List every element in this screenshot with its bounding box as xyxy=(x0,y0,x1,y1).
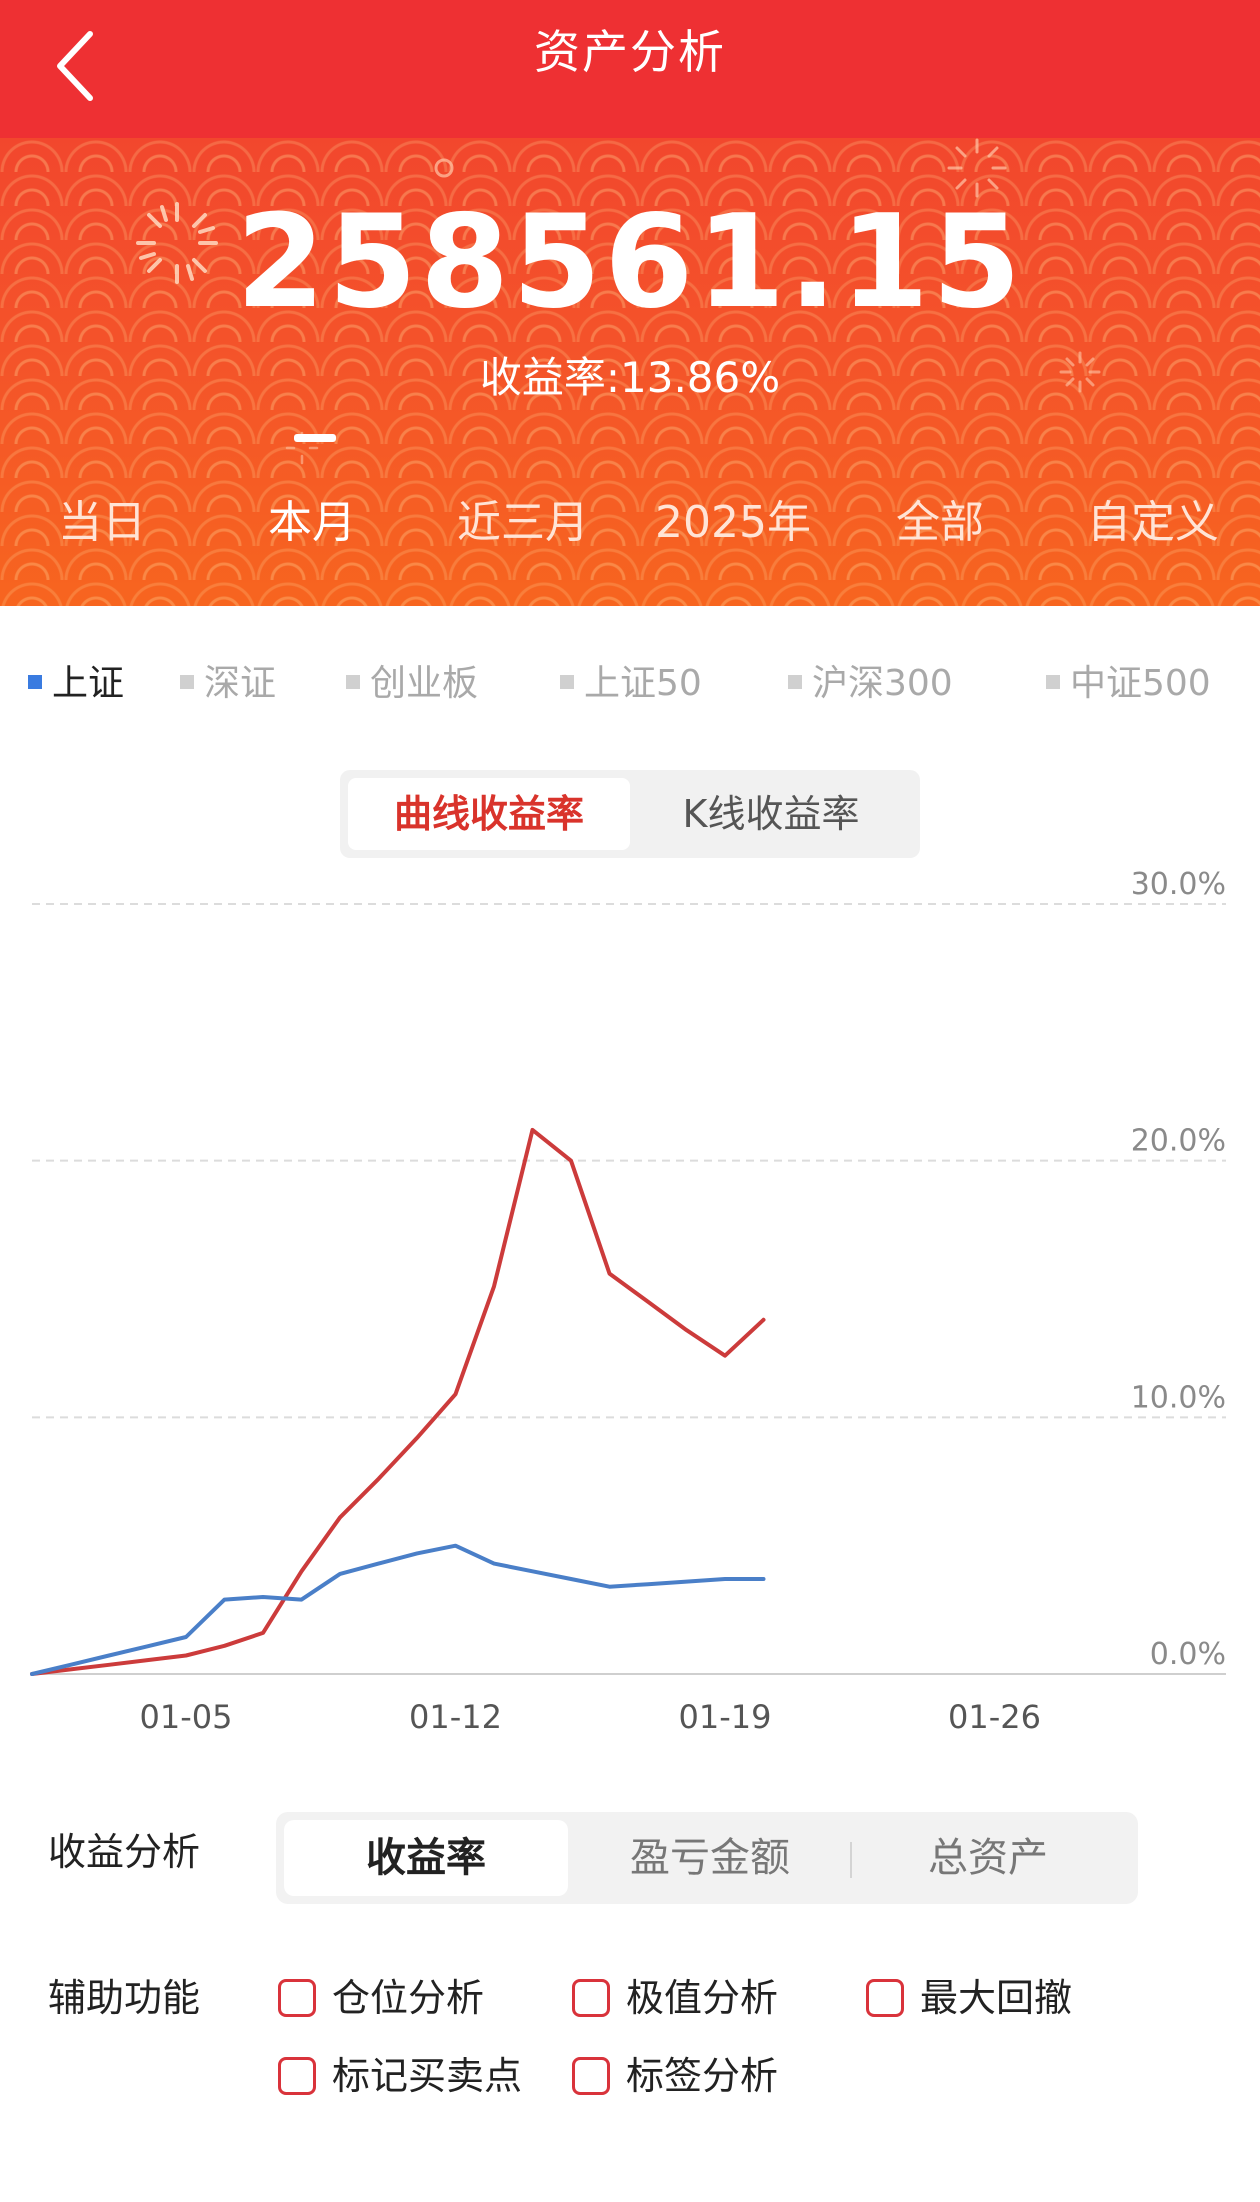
index-return-line xyxy=(30,1543,766,1676)
portfolio-return-line xyxy=(30,1127,766,1676)
checkbox-icon xyxy=(572,1978,610,2017)
x-tick-label: 01-12 xyxy=(409,1698,502,1736)
mark-trades-checkbox[interactable]: 标记买卖点 xyxy=(278,2044,522,2108)
checkbox-icon xyxy=(278,1978,316,2017)
tab-year-2025[interactable]: 2025年 xyxy=(655,497,811,548)
legend-square-icon xyxy=(346,675,360,689)
profit-loss-button[interactable]: 盈亏金额 xyxy=(630,1835,790,1881)
index-csi300[interactable]: 沪深300 xyxy=(788,652,953,716)
return-rate-button[interactable]: 收益率 xyxy=(284,1820,568,1896)
index-csi500[interactable]: 中证500 xyxy=(1046,652,1211,716)
extreme-analysis-checkbox[interactable]: 极值分析 xyxy=(572,1966,778,2030)
tab-this-month[interactable]: 本月 xyxy=(268,497,356,548)
total-assets-button[interactable]: 总资产 xyxy=(928,1835,1048,1881)
x-tick-label: 01-26 xyxy=(948,1698,1041,1736)
legend-square-icon xyxy=(1046,675,1060,689)
tab-today[interactable]: 当日 xyxy=(58,497,146,548)
index-selector: 上证 深证 创业板 上证50 沪深300 中证500 xyxy=(0,652,1260,716)
circle-decoration-icon xyxy=(434,158,454,178)
x-tick-label: 01-19 xyxy=(679,1698,772,1736)
back-button[interactable] xyxy=(48,26,108,106)
legend-square-icon xyxy=(180,675,194,689)
kline-return-button[interactable]: K线收益率 xyxy=(682,792,860,836)
index-sse50[interactable]: 上证50 xyxy=(560,652,702,716)
active-tab-indicator xyxy=(294,434,336,442)
legend-square-icon xyxy=(560,675,574,689)
page-title: 资产分析 xyxy=(534,25,726,79)
chevron-left-icon xyxy=(57,31,93,101)
max-drawdown-checkbox[interactable]: 最大回撤 xyxy=(866,1966,1072,2030)
tab-all[interactable]: 全部 xyxy=(896,497,984,548)
aux-functions-label: 辅助功能 xyxy=(48,1976,201,2020)
legend-square-icon xyxy=(28,675,42,689)
y-tick-label: 30.0% xyxy=(1131,867,1226,902)
firework-decoration-icon xyxy=(1059,351,1101,393)
legend-square-icon xyxy=(788,675,802,689)
return-rate-text: 收益率:13.86% xyxy=(479,353,781,402)
firework-decoration-icon xyxy=(947,138,1007,198)
index-shanghai[interactable]: 上证 xyxy=(28,652,124,716)
checkbox-icon xyxy=(866,1978,904,2017)
tag-analysis-checkbox[interactable]: 标签分析 xyxy=(572,2044,778,2108)
top-bar: 资产分析 xyxy=(0,0,1260,138)
return-analysis-label: 收益分析 xyxy=(48,1830,201,1874)
y-tick-label: 10.0% xyxy=(1131,1380,1226,1415)
chart-mode-toggle: 曲线收益率 K线收益率 xyxy=(340,770,920,858)
index-shenzhen[interactable]: 深证 xyxy=(180,652,276,716)
checkbox-icon xyxy=(572,2056,610,2095)
total-assets-value: 258561.15 xyxy=(235,188,1025,337)
position-analysis-checkbox[interactable]: 仓位分析 xyxy=(278,1966,484,2030)
y-tick-label: 20.0% xyxy=(1131,1124,1226,1159)
divider xyxy=(850,1842,852,1878)
period-tabs: 当日 本月 近三月 2025年 全部 自定义 xyxy=(0,488,1260,568)
index-chinext[interactable]: 创业板 xyxy=(346,652,478,716)
tab-three-months[interactable]: 近三月 xyxy=(457,497,589,548)
firework-decoration-icon xyxy=(136,202,218,284)
x-tick-label: 01-05 xyxy=(140,1698,233,1736)
return-analysis-toggle: 收益率 盈亏金额 总资产 xyxy=(276,1812,1138,1904)
tab-custom[interactable]: 自定义 xyxy=(1087,497,1219,548)
return-chart: 0.0% 10.0% 20.0% 30.0% 01-05 01-12 01-19 01-26 xyxy=(30,867,1226,1736)
asset-summary-banner: 258561.15 收益率:13.86% 当日 本月 近三月 2025年 全部 … xyxy=(0,138,1260,606)
y-tick-label: 0.0% xyxy=(1150,1637,1226,1672)
checkbox-icon xyxy=(278,2056,316,2095)
curve-return-button[interactable]: 曲线收益率 xyxy=(348,778,630,850)
